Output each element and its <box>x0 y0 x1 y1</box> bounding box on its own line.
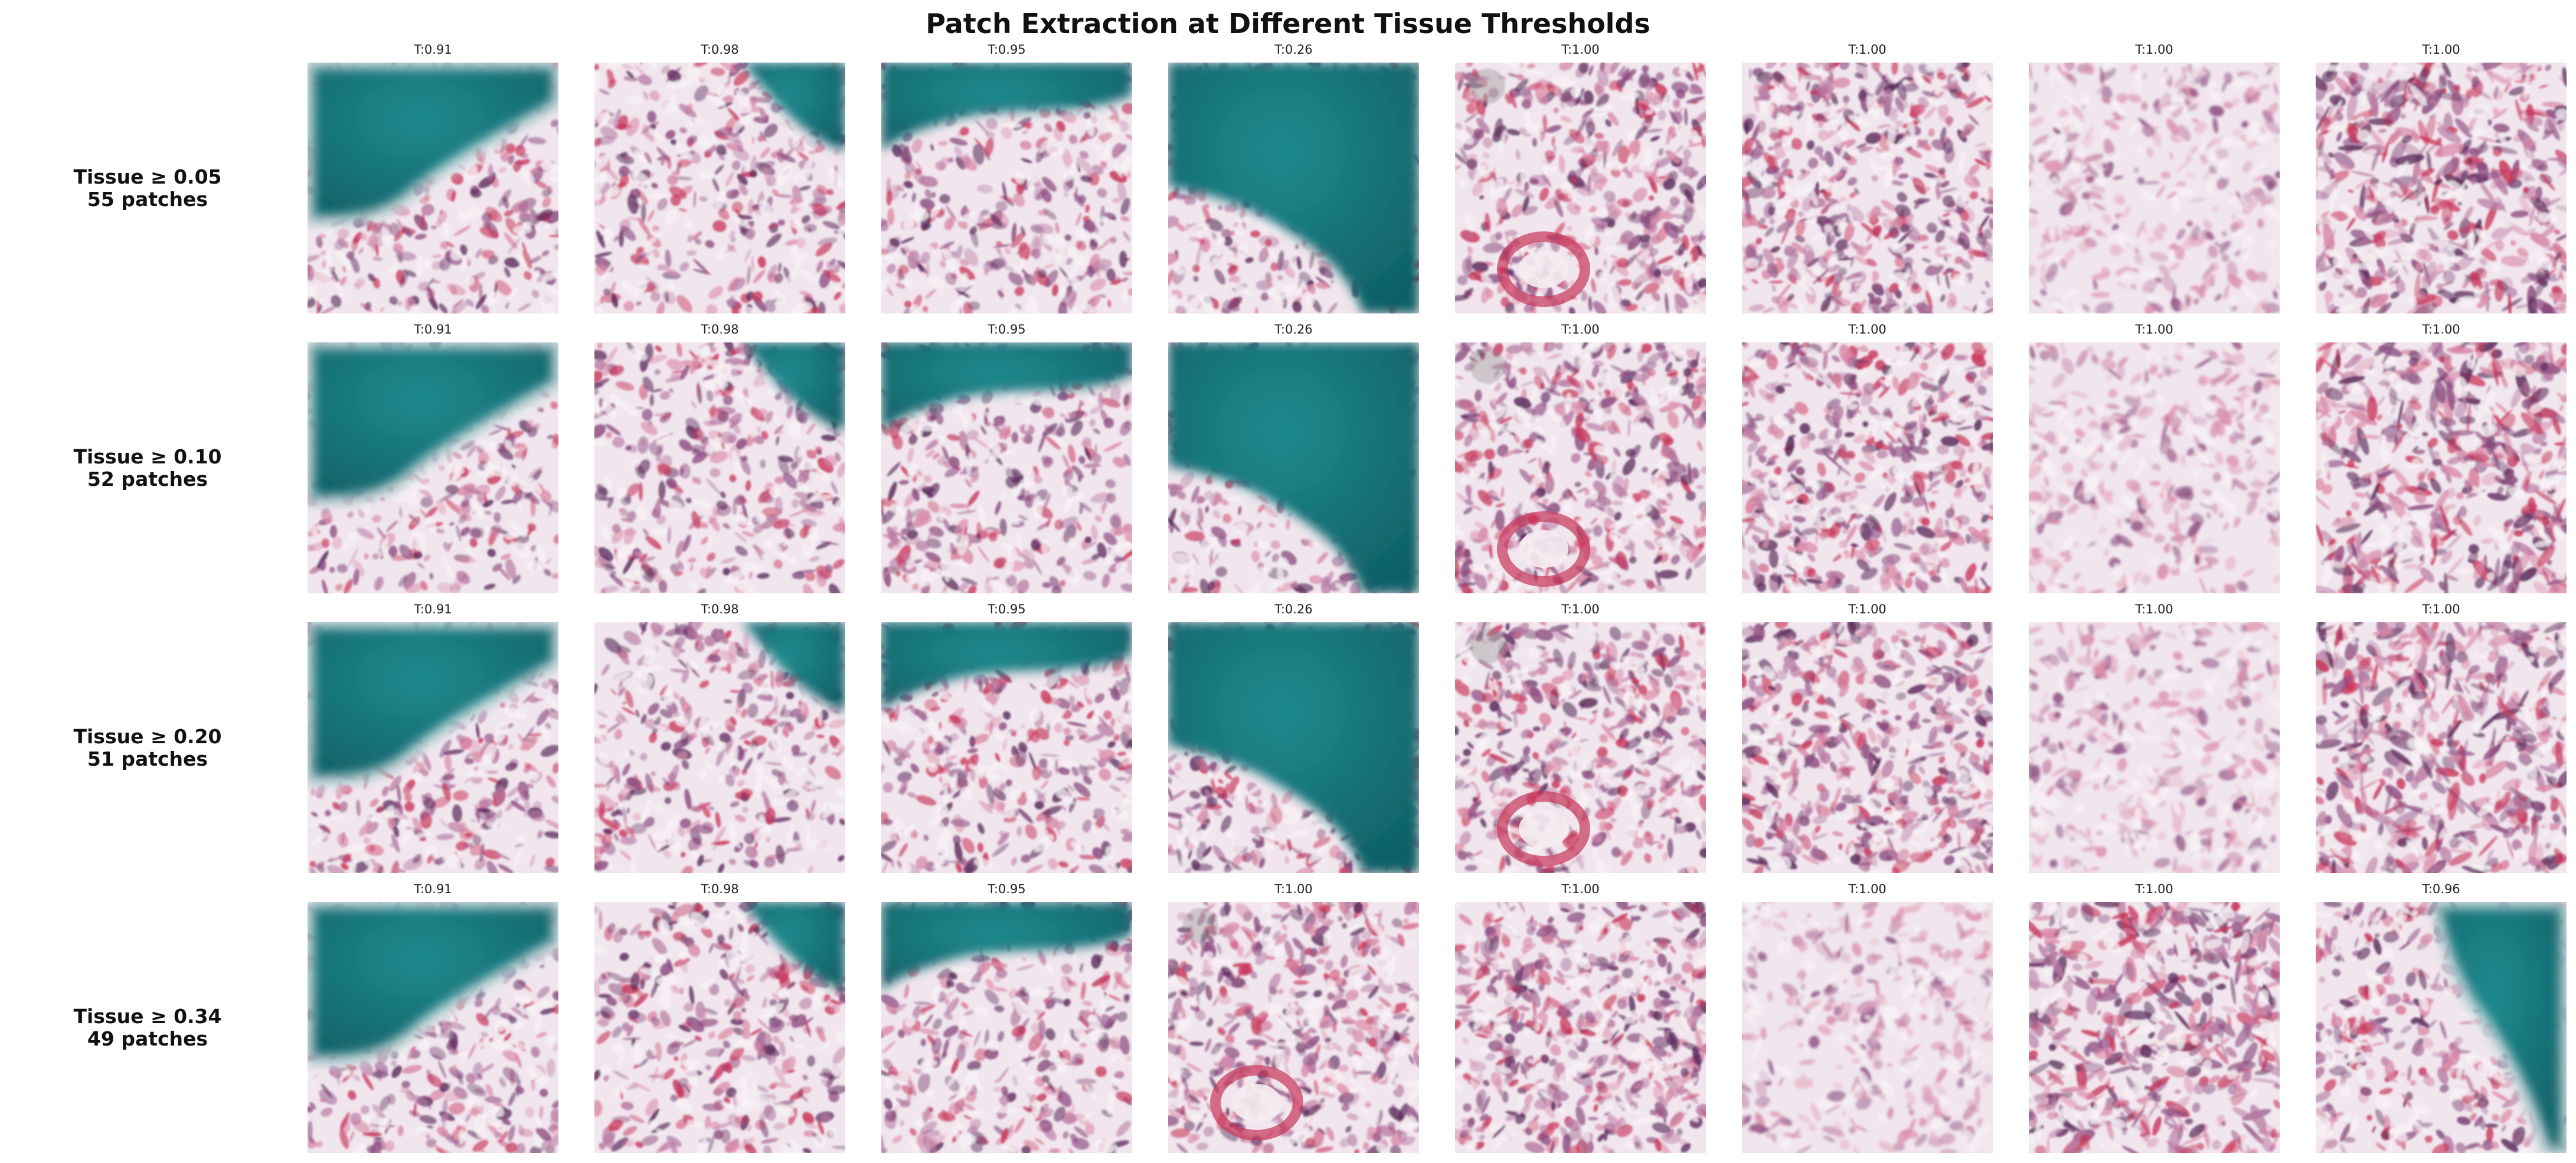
tissue-patch-image <box>1742 622 1993 873</box>
patch-tissue-fraction: T:0.95 <box>988 602 1026 616</box>
tissue-patch-image <box>2316 342 2567 593</box>
tissue-patch-image <box>881 342 1132 593</box>
tissue-patch-image <box>1455 63 1706 313</box>
patch-tissue-fraction: T:1.00 <box>1848 322 1887 337</box>
tissue-patch-image <box>881 902 1132 1153</box>
tissue-patch-image <box>594 622 845 873</box>
tissue-patch-image <box>1168 902 1419 1153</box>
patch-tissue-fraction: T:1.00 <box>2422 322 2460 337</box>
patch-tissue-fraction: T:1.00 <box>1561 882 1600 896</box>
threshold-label: Tissue ≥ 0.10 <box>73 445 222 468</box>
patch-tissue-fraction: T:1.00 <box>2135 602 2173 616</box>
row-label: Tissue ≥ 0.20 51 patches <box>0 726 295 770</box>
tissue-patch-image <box>1168 342 1419 593</box>
patch-tissue-fraction: T:0.91 <box>414 43 452 57</box>
patch-tissue-fraction: T:1.00 <box>2135 322 2173 337</box>
patch-tissue-fraction: T:0.98 <box>701 602 739 616</box>
tissue-patch-image <box>308 622 558 873</box>
tissue-patch-image <box>1455 622 1706 873</box>
tissue-patch-image <box>308 63 558 313</box>
patch-count-label: 51 patches <box>87 747 208 770</box>
patch-tissue-fraction: T:1.00 <box>2422 43 2460 57</box>
tissue-patch-image <box>2316 902 2567 1153</box>
tissue-patch-image <box>1742 342 1993 593</box>
tissue-patch-image <box>1455 902 1706 1153</box>
patch-tissue-fraction: T:0.95 <box>988 882 1026 896</box>
patch-tissue-fraction: T:0.95 <box>988 322 1026 337</box>
patch-tissue-fraction: T:0.98 <box>701 322 739 337</box>
patch-count-label: 52 patches <box>87 468 208 491</box>
patch-tissue-fraction: T:1.00 <box>1848 602 1887 616</box>
row-label: Tissue ≥ 0.10 52 patches <box>0 446 295 491</box>
tissue-patch-image <box>1168 622 1419 873</box>
tissue-patch-image <box>1168 63 1419 313</box>
tissue-patch-image <box>2316 622 2567 873</box>
patch-tissue-fraction: T:1.00 <box>1561 322 1600 337</box>
figure-title: Patch Extraction at Different Tissue Thr… <box>926 8 1650 40</box>
patch-tissue-fraction: T:0.26 <box>1274 43 1313 57</box>
tissue-patch-image <box>2029 622 2280 873</box>
tissue-patch-image <box>2029 63 2280 313</box>
tissue-patch-image <box>1455 342 1706 593</box>
tissue-patch-image <box>594 902 845 1153</box>
patch-tissue-fraction: T:1.00 <box>2422 602 2460 616</box>
tissue-patch-image <box>1742 902 1993 1153</box>
patch-tissue-fraction: T:0.98 <box>701 43 739 57</box>
patch-tissue-fraction: T:1.00 <box>2135 43 2173 57</box>
patch-tissue-fraction: T:0.26 <box>1274 322 1313 337</box>
tissue-patch-image <box>2316 63 2567 313</box>
patch-tissue-fraction: T:0.91 <box>414 882 452 896</box>
tissue-patch-image <box>881 622 1132 873</box>
tissue-patch-image <box>594 342 845 593</box>
patch-count-label: 55 patches <box>87 188 208 211</box>
threshold-label: Tissue ≥ 0.20 <box>73 725 222 748</box>
patch-tissue-fraction: T:0.91 <box>414 602 452 616</box>
patch-tissue-fraction: T:0.91 <box>414 322 452 337</box>
tissue-patch-image <box>308 342 558 593</box>
tissue-patch-image <box>2029 342 2280 593</box>
patch-tissue-fraction: T:1.00 <box>1848 882 1887 896</box>
patch-tissue-fraction: T:1.00 <box>1561 602 1600 616</box>
patch-tissue-fraction: T:0.96 <box>2422 882 2460 896</box>
tissue-patch-image <box>881 63 1132 313</box>
threshold-label: Tissue ≥ 0.34 <box>73 1005 222 1028</box>
tissue-patch-image <box>308 902 558 1153</box>
patch-tissue-fraction: T:1.00 <box>1561 43 1600 57</box>
row-label: Tissue ≥ 0.34 49 patches <box>0 1005 295 1050</box>
row-label: Tissue ≥ 0.05 55 patches <box>0 166 295 211</box>
tissue-patch-image <box>1742 63 1993 313</box>
patch-tissue-fraction: T:1.00 <box>2135 882 2173 896</box>
patch-tissue-fraction: T:0.98 <box>701 882 739 896</box>
patch-tissue-fraction: T:1.00 <box>1848 43 1887 57</box>
tissue-patch-image <box>594 63 845 313</box>
patch-tissue-fraction: T:1.00 <box>1274 882 1313 896</box>
threshold-label: Tissue ≥ 0.05 <box>73 165 222 188</box>
patch-count-label: 49 patches <box>87 1027 208 1050</box>
patch-tissue-fraction: T:0.95 <box>988 43 1026 57</box>
tissue-patch-image <box>2029 902 2280 1153</box>
patch-tissue-fraction: T:0.26 <box>1274 602 1313 616</box>
